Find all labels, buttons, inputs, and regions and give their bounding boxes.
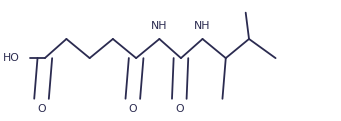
Text: NH: NH [194,21,211,31]
Text: HO: HO [3,53,20,63]
Text: O: O [37,104,46,114]
Text: NH: NH [151,21,168,31]
Text: O: O [175,104,183,114]
Text: O: O [129,104,137,114]
